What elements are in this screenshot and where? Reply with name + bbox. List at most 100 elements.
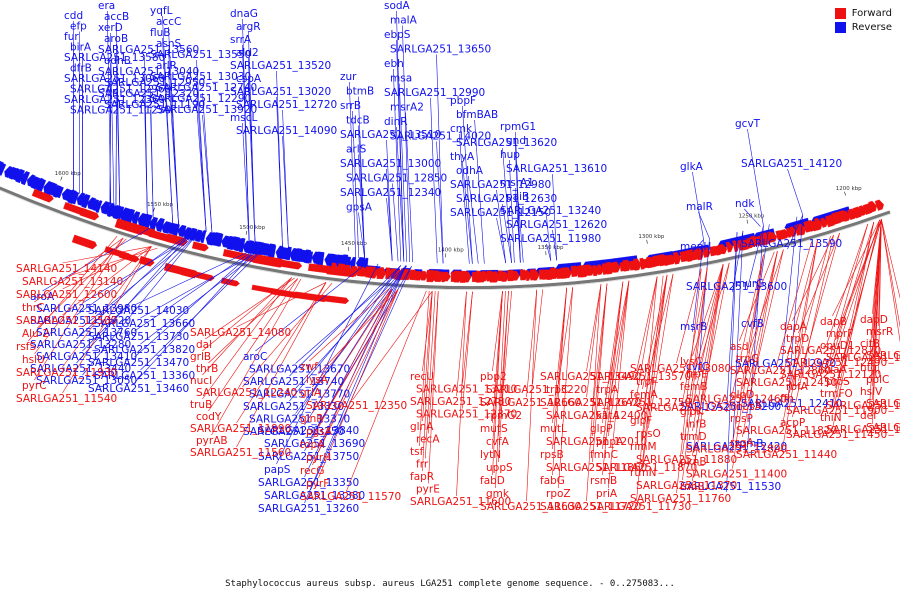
- leader-line: [782, 239, 818, 450]
- reverse-gene: [48, 182, 58, 196]
- leader-line: [692, 264, 724, 482]
- forward-gene-label: topA: [300, 439, 325, 451]
- leader-line: [602, 281, 624, 476]
- leader-line: [782, 239, 818, 378]
- leader-line: [776, 241, 812, 366]
- leader-line: [419, 290, 430, 447]
- leader-line: [295, 265, 407, 389]
- forward-gene: [813, 217, 823, 231]
- leader-line: [835, 219, 882, 389]
- forward-gene-label: rbfA: [786, 381, 809, 393]
- leader-line: [248, 83, 256, 243]
- forward-gene-label: SARLGA251_14080: [190, 327, 291, 339]
- reverse-gene-label: gcvT: [735, 118, 761, 130]
- forward-gene: [444, 271, 451, 282]
- forward-gene-label: tsf: [410, 446, 424, 458]
- reverse-gene-label: SARLGA251_13550: [150, 49, 251, 61]
- scale-tick-label: 1600 kbp: [55, 171, 81, 177]
- forward-gene-label: trpF: [636, 376, 657, 388]
- forward-gene-label: proS: [826, 376, 850, 388]
- leader-line: [526, 289, 538, 398]
- leader-line: [28, 235, 118, 342]
- leader-line: [76, 232, 192, 340]
- reverse-gene: [100, 201, 111, 215]
- leader-line: [698, 238, 710, 373]
- leader-line: [358, 154, 365, 259]
- leader-line: [289, 265, 401, 377]
- reverse-gene-label: SARLGA251_13020: [230, 86, 331, 98]
- reverse-gene-label: tdcB: [346, 115, 370, 127]
- leader-line: [676, 268, 702, 364]
- reverse-gene-label: SARLGA251_11190: [104, 99, 205, 111]
- forward-gene-label: gmk: [486, 488, 510, 500]
- forward-gene: [769, 231, 778, 243]
- leader-line: [62, 246, 152, 394]
- reverse-gene-label: era: [98, 0, 115, 12]
- reverse-gene: [76, 192, 86, 206]
- leader-line: [456, 291, 467, 497]
- leader-line: [310, 265, 412, 491]
- legend-reverse-label: Reverse: [851, 22, 892, 33]
- leader-line: [42, 223, 159, 292]
- forward-gene-label: asd: [730, 341, 749, 353]
- leader-line: [732, 254, 764, 469]
- forward-gene-label: SARLGA251_13140: [22, 276, 123, 288]
- reverse-gene-label: mscL: [230, 112, 257, 124]
- forward-gene-label: thiN: [820, 412, 842, 424]
- reverse-gene: [55, 186, 64, 199]
- reverse-gene-label: SARLGA251_13380: [264, 490, 365, 502]
- reverse-gene-label: SARLGA251_13520: [230, 60, 331, 72]
- forward-gene-label: femA: [630, 389, 658, 401]
- leader-line: [552, 287, 568, 476]
- reverse-gene-label: SARLGA251_13200: [680, 401, 781, 413]
- leader-line: [140, 248, 265, 345]
- reverse-gene-label: msrA1: [500, 177, 534, 189]
- leader-line: [68, 247, 158, 277]
- reverse-gene: [305, 251, 313, 264]
- leader-line: [692, 239, 704, 333]
- reverse-gene: [14, 168, 25, 184]
- leader-line: [798, 233, 840, 334]
- reverse-gene-label: SARLGA251_13760: [36, 327, 137, 339]
- reverse-gene-label: SARLGA251_13560: [98, 44, 199, 56]
- forward-gene: [525, 270, 532, 281]
- forward-gene-label: nucI: [190, 375, 212, 387]
- forward-gene-label: fabG: [540, 475, 565, 487]
- forward-gene-label: trpG: [736, 353, 759, 365]
- forward-gene-label: SARLGA251_12500: [16, 315, 117, 327]
- leader-line: [386, 168, 393, 261]
- reverse-gene-label: papS: [264, 464, 291, 476]
- leader-line: [150, 109, 154, 218]
- reverse-gene-label: SARLGA251_13030: [150, 71, 251, 83]
- forward-gene-label: pyrC: [22, 380, 47, 392]
- leader-line: [116, 65, 121, 208]
- forward-gene-label: glpF: [630, 415, 652, 427]
- forward-gene-label: glpK: [680, 406, 704, 418]
- reverse-gene-label: SARLGA251_13750: [258, 451, 359, 463]
- forward-gene: [725, 241, 734, 253]
- reverse-gene-label: dnaG: [230, 8, 258, 20]
- forward-gene-label: rtmN: [630, 467, 657, 479]
- leader-line: [526, 289, 538, 502]
- reverse-gene-label: ald2: [236, 47, 259, 59]
- forward-gene-label: rimM: [630, 441, 657, 453]
- leader-line: [509, 159, 515, 263]
- leader-line: [732, 254, 764, 444]
- reverse-gene-label: fluB: [150, 27, 170, 39]
- forward-gene-label: trpE: [686, 369, 708, 381]
- leader-line: [832, 219, 881, 413]
- reverse-gene-label: SARLGA251_12340: [340, 187, 441, 199]
- forward-gene: [564, 267, 572, 279]
- leader-line: [832, 221, 875, 406]
- leader-line: [787, 168, 804, 216]
- leader-line: [692, 239, 704, 253]
- reverse-gene-label: cdd: [64, 10, 83, 22]
- reverse-gene-label: yqfL: [150, 5, 173, 17]
- forward-gene-label: thrC: [22, 302, 44, 314]
- scale-tick-label: 1350 kbp: [538, 245, 564, 251]
- scale-tick: [844, 191, 846, 196]
- reverse-gene-label: SARLGA251_13580: [64, 52, 165, 64]
- leader-line: [495, 291, 506, 489]
- reverse-gene-label: aroA: [30, 291, 55, 303]
- scale-tick: [746, 219, 749, 224]
